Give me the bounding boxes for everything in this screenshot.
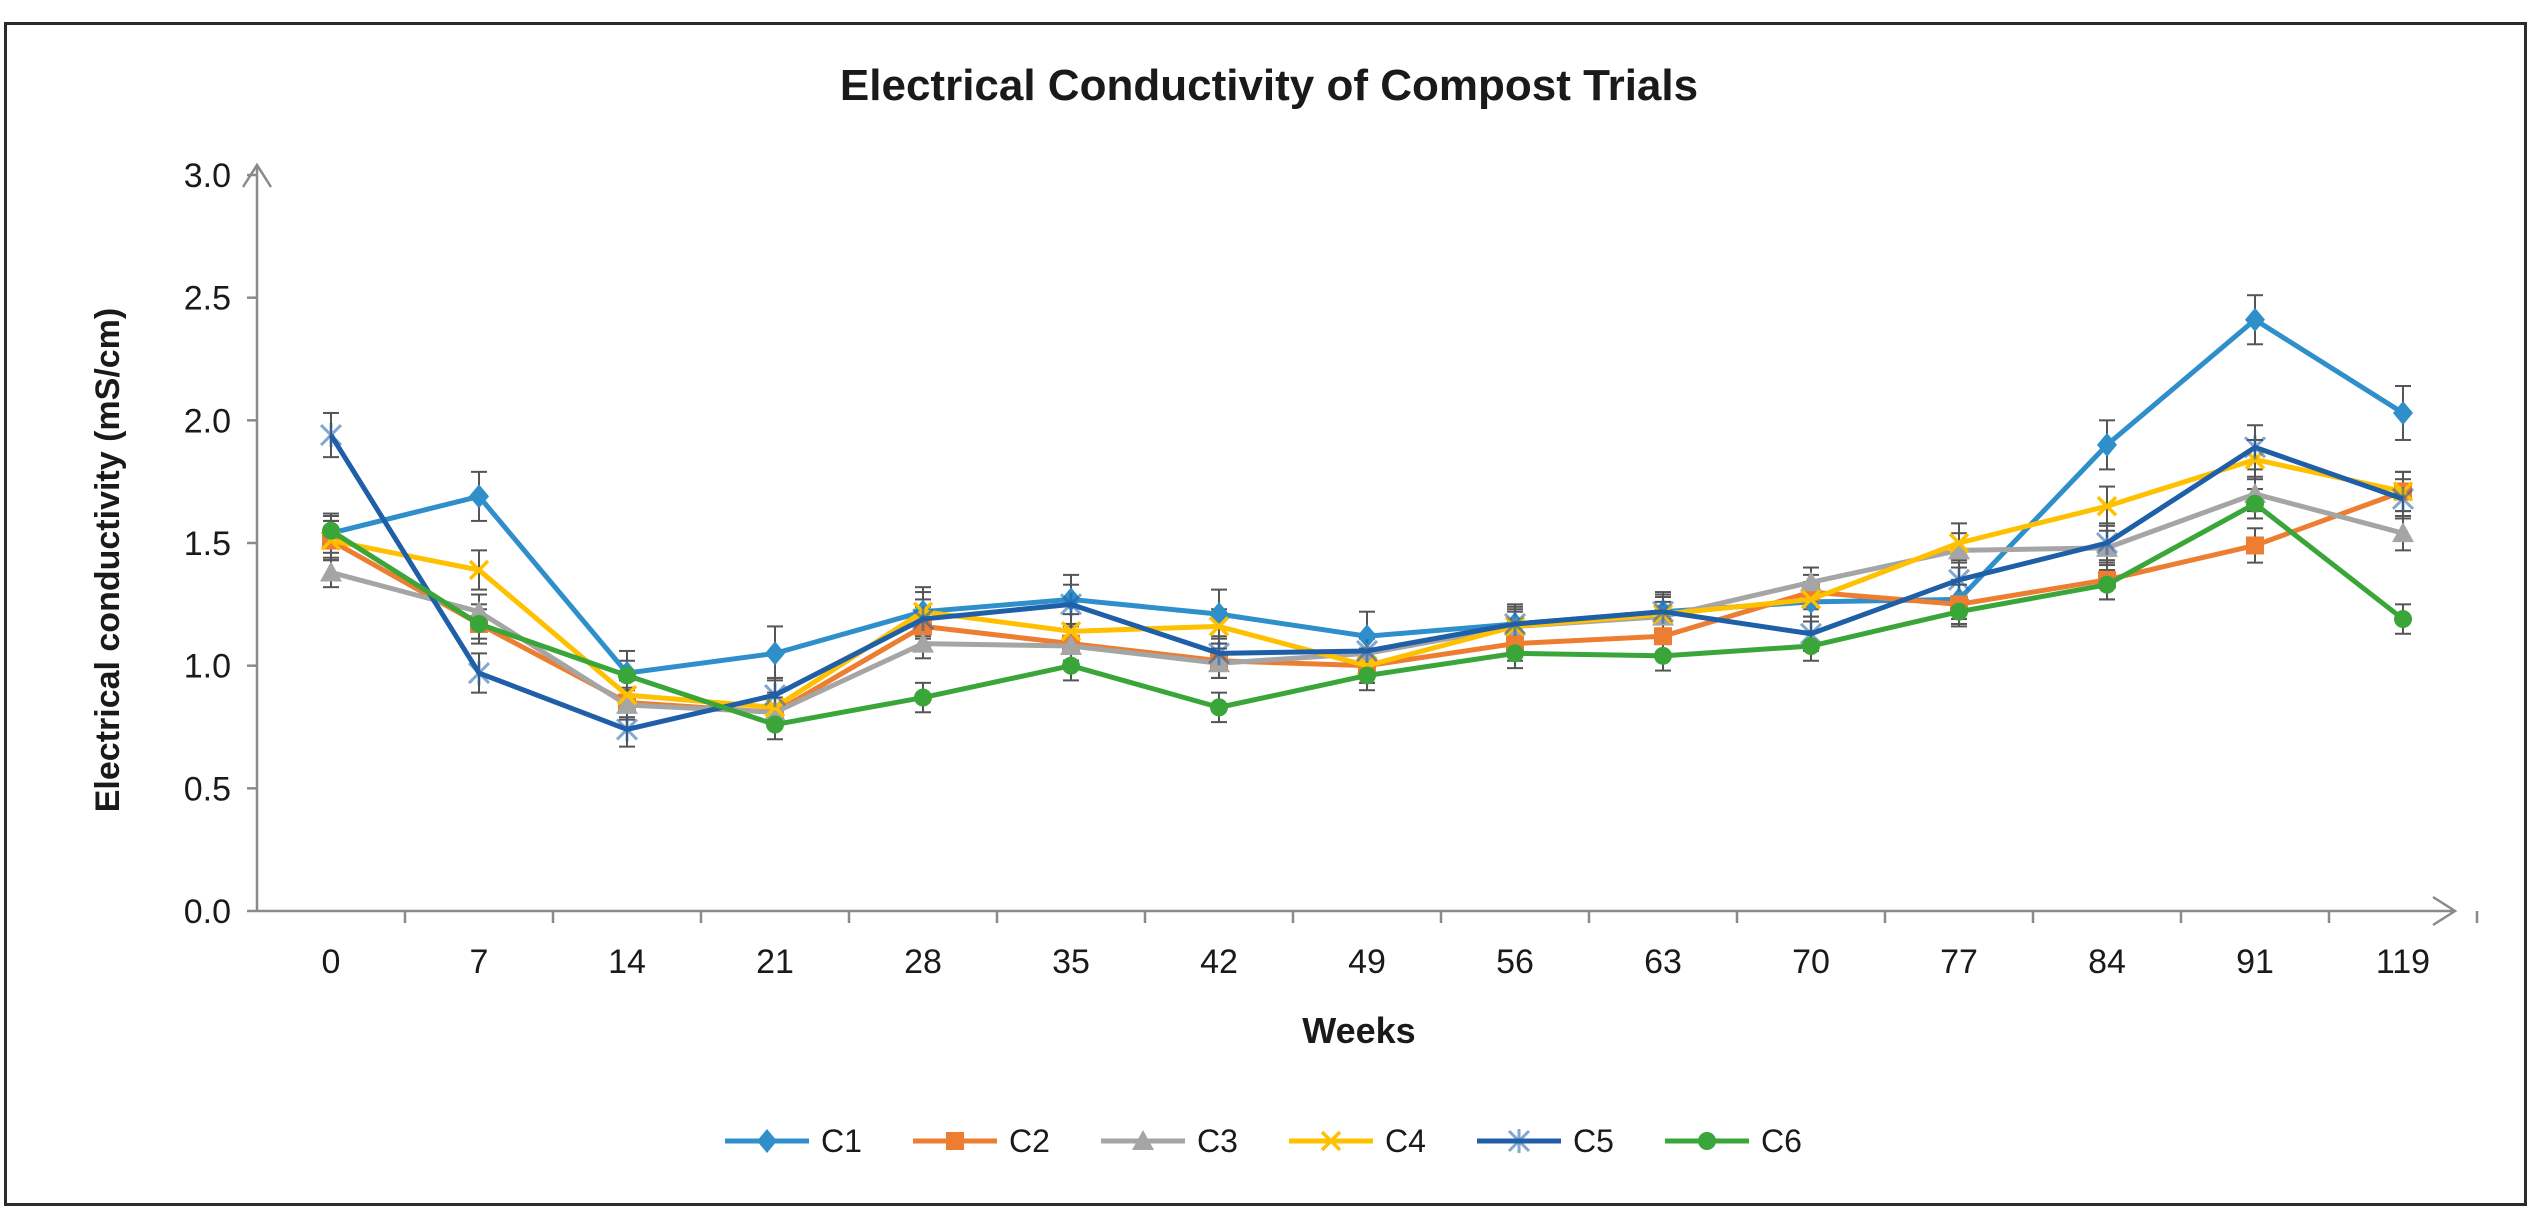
x-tick-label: 21	[756, 943, 794, 981]
legend-marker-c2	[946, 1132, 964, 1150]
data-point-c1	[469, 484, 489, 509]
data-point-c5	[319, 423, 343, 448]
data-point-c6	[322, 521, 340, 540]
x-tick-label: 70	[1792, 943, 1830, 981]
y-tick-label: 2.0	[184, 402, 231, 440]
data-point-c3	[912, 632, 934, 653]
x-tick-label: 49	[1348, 943, 1386, 981]
data-point-c1	[1357, 624, 1377, 649]
legend-label-c1: C1	[821, 1123, 862, 1159]
legend-marker-c6	[1698, 1132, 1716, 1150]
data-point-c6	[1358, 666, 1376, 685]
y-tick-label: 0.5	[184, 770, 231, 808]
series-lines	[319, 307, 2415, 742]
data-point-c6	[470, 614, 488, 633]
data-point-c3	[320, 561, 342, 582]
x-tick-label: 84	[2088, 943, 2126, 981]
data-point-c5	[1947, 567, 1971, 592]
data-point-c1	[1209, 602, 1229, 627]
data-point-c5	[1059, 592, 1083, 617]
data-point-c6	[1802, 637, 1820, 656]
data-point-c3	[468, 600, 490, 621]
data-point-c6	[914, 688, 932, 707]
data-point-c6	[1654, 646, 1672, 665]
data-point-c4	[1948, 532, 1970, 554]
legend: C1 C2 C3 C4 C5 C6	[725, 1123, 1802, 1159]
x-tick-label: 0	[322, 943, 341, 981]
data-point-c3	[2392, 522, 2414, 543]
data-point-c6	[1950, 602, 1968, 621]
x-tick-label: 56	[1496, 943, 1534, 981]
x-tick-label: 119	[2376, 943, 2430, 981]
axes: 0.0 0.5 1.0 1.5 2.0 2.5 3.0 0 7 14 21 28 35 42 49 56 63 7…	[184, 157, 2479, 981]
legend-label-c2: C2	[1009, 1123, 1050, 1159]
legend-marker-c5	[1507, 1129, 1531, 1153]
data-point-c5	[763, 683, 787, 708]
chart-frame: Electrical Conductivity of Compost Trial…	[4, 22, 2527, 1206]
y-tick-label: 2.5	[184, 280, 231, 318]
legend-marker-c3	[1132, 1130, 1154, 1150]
data-point-c5	[911, 607, 935, 632]
data-point-c6	[766, 715, 784, 734]
data-point-c3	[1800, 571, 1822, 592]
data-point-c1	[2245, 307, 2265, 332]
data-point-c4	[468, 559, 490, 581]
data-point-c4	[1208, 616, 1230, 637]
data-point-c3	[764, 701, 786, 722]
y-tick-label: 3.0	[184, 157, 231, 195]
y-tick-label: 0.0	[184, 893, 231, 931]
y-axis-arrow	[241, 162, 273, 188]
data-point-c6	[1210, 698, 1228, 717]
data-point-c5	[1355, 638, 1379, 663]
data-point-c5	[615, 717, 639, 742]
x-tick-label: 7	[470, 943, 489, 981]
legend-label-c5: C5	[1573, 1123, 1614, 1159]
legend-marker-c4	[1320, 1130, 1342, 1152]
x-tick-label: 77	[1940, 943, 1978, 981]
x-tick-label: 14	[608, 943, 646, 981]
data-point-c3	[616, 693, 638, 714]
data-point-c4	[1060, 621, 1082, 642]
data-point-c1	[2393, 400, 2413, 425]
data-point-c1	[2097, 432, 2117, 457]
data-point-c6	[1506, 644, 1524, 663]
data-point-c3	[1060, 635, 1082, 656]
x-axis-arrow	[2432, 895, 2458, 927]
y-tick-label: 1.0	[184, 648, 231, 686]
data-point-c6	[2098, 575, 2116, 594]
data-point-c5	[2391, 486, 2415, 511]
data-point-c1	[765, 641, 785, 666]
x-axis-label: Weeks	[1302, 1010, 1415, 1051]
x-tick-label: 35	[1052, 943, 1090, 981]
x-tick-label: 28	[904, 943, 942, 981]
chart-svg: Electrical Conductivity of Compost Trial…	[89, 61, 2479, 1159]
legend-label-c4: C4	[1385, 1123, 1426, 1159]
data-point-c5	[2243, 435, 2267, 460]
legend-marker-c1	[757, 1129, 777, 1153]
data-point-c6	[2246, 494, 2264, 513]
data-point-c5	[467, 661, 491, 686]
y-tick-label: 1.5	[184, 525, 231, 563]
y-axis-label: Electrical conductivity (mS/cm)	[89, 308, 127, 813]
x-tick-label: 42	[1200, 943, 1238, 981]
data-point-c4	[1800, 589, 1822, 610]
data-point-c6	[1062, 656, 1080, 675]
legend-label-c6: C6	[1761, 1123, 1802, 1159]
legend-label-c3: C3	[1197, 1123, 1238, 1159]
data-point-c6	[2394, 610, 2412, 629]
data-point-c6	[618, 666, 636, 685]
data-point-c4	[2096, 495, 2118, 517]
chart-title: Electrical Conductivity of Compost Trial…	[840, 61, 1698, 110]
data-point-c5	[2095, 531, 2119, 555]
x-tick-label: 63	[1644, 943, 1682, 981]
data-point-c5	[1503, 611, 1527, 636]
data-point-c2	[1654, 627, 1672, 646]
data-point-c4	[616, 684, 638, 706]
data-point-c5	[1651, 599, 1675, 624]
data-point-c2	[2246, 536, 2264, 555]
data-point-c5	[1207, 641, 1231, 666]
data-point-c3	[1948, 539, 1970, 560]
x-tick-label: 91	[2236, 943, 2274, 981]
